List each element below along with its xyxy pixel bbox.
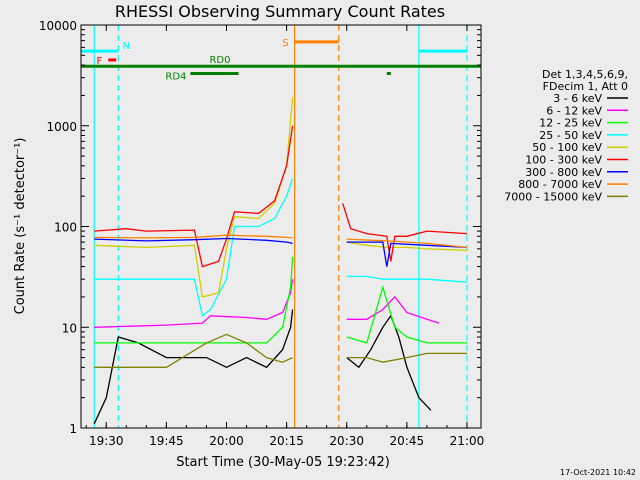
chart-title: RHESSI Observing Summary Count Rates [115,2,445,21]
legend-label-300-800-kev: 300 - 800 keV [525,166,602,179]
flag-s-label: S [282,38,288,49]
flag-bars: N F S RD0 RD4 [81,38,481,83]
series-lines [93,97,468,425]
legend: Det 1,3,4,5,6,9,FDecim 1, Att 03 - 6 keV… [504,68,628,203]
axes: 19:30 19:45 20:00 20:15 20:30 20:45 21:00 1 10 10… [39,19,484,448]
series-100-300-kev-line-1 [94,125,294,268]
x-tick-label-21-00: 21:00 [450,434,485,448]
series-300-800-kev [94,237,468,267]
y-axis-label: Count Rate (s⁻¹ detector⁻¹) [13,138,28,315]
legend-header-1: Det 1,3,4,5,6,9, [542,68,628,81]
flag-rd0-label: RD0 [209,55,230,66]
x-axis-label: Start Time (30-May-05 19:23:42) [176,455,390,470]
x-tick-label-20-30: 20:30 [329,434,364,448]
series-25-50-kev-line-2 [346,275,468,283]
legend-label-12-25-kev: 12 - 25 keV [539,117,602,130]
legend-label-800-7000-kev: 800 - 7000 keV [518,178,602,191]
legend-label-25-50-kev: 25 - 50 keV [539,129,602,142]
legend-label-6-12-kev: 6 - 12 keV [546,104,602,117]
series-7000-15000-kev-line-2 [346,352,467,363]
series-12-25-kev-line-2 [346,284,467,344]
x-tick-label-20-00: 20:00 [209,434,244,448]
flag-f-label: F [96,56,102,67]
legend-label-100-300-kev: 100 - 300 keV [525,154,602,167]
x-tick-label-20-15: 20:15 [269,434,304,448]
series-300-800-kev-line-1 [94,237,293,245]
x-tick-label-19-30: 19:30 [89,434,124,448]
series-300-800-kev-line-2 [346,241,468,267]
y-tick-label-1: 1 [69,422,77,436]
x-tick-label-19-45: 19:45 [149,434,184,448]
series-6-12-kev-line-2 [346,295,440,324]
series-25-50-kev-line-1 [94,178,294,317]
y-tick-label-1000: 1000 [46,120,77,134]
vertical-markers [93,25,468,428]
series-25-50-kev [94,178,468,317]
legend-header-2: FDecim 1, Att 0 [543,80,628,93]
series-800-7000-kev [94,234,468,249]
series-100-300-kev-line-2 [342,203,468,262]
legend-label-3-6-kev: 3 - 6 keV [553,92,602,105]
timestamp: 17-Oct-2021 10:42 [560,468,636,477]
series-50-100-kev-line-2 [346,241,468,251]
flag-rd4-label: RD4 [165,72,186,83]
series-7000-15000-kev [94,333,467,368]
series-3-6-kev-line-1 [93,309,294,425]
y-tick-label-10: 10 [62,321,77,335]
legend-label-7000-15000-kev: 7000 - 15000 keV [504,190,602,203]
series-7000-15000-kev-line-1 [94,333,293,368]
series-800-7000-kev-line-2 [346,238,468,249]
flag-n-label: N [123,41,130,52]
x-tick-label-20-45: 20:45 [390,434,425,448]
series-100-300-kev [94,125,468,268]
y-tick-label-10000: 10000 [39,19,77,33]
y-tick-label-100: 100 [54,221,77,235]
series-800-7000-kev-line-1 [94,234,293,239]
legend-label-50-100-kev: 50 - 100 keV [532,141,602,154]
